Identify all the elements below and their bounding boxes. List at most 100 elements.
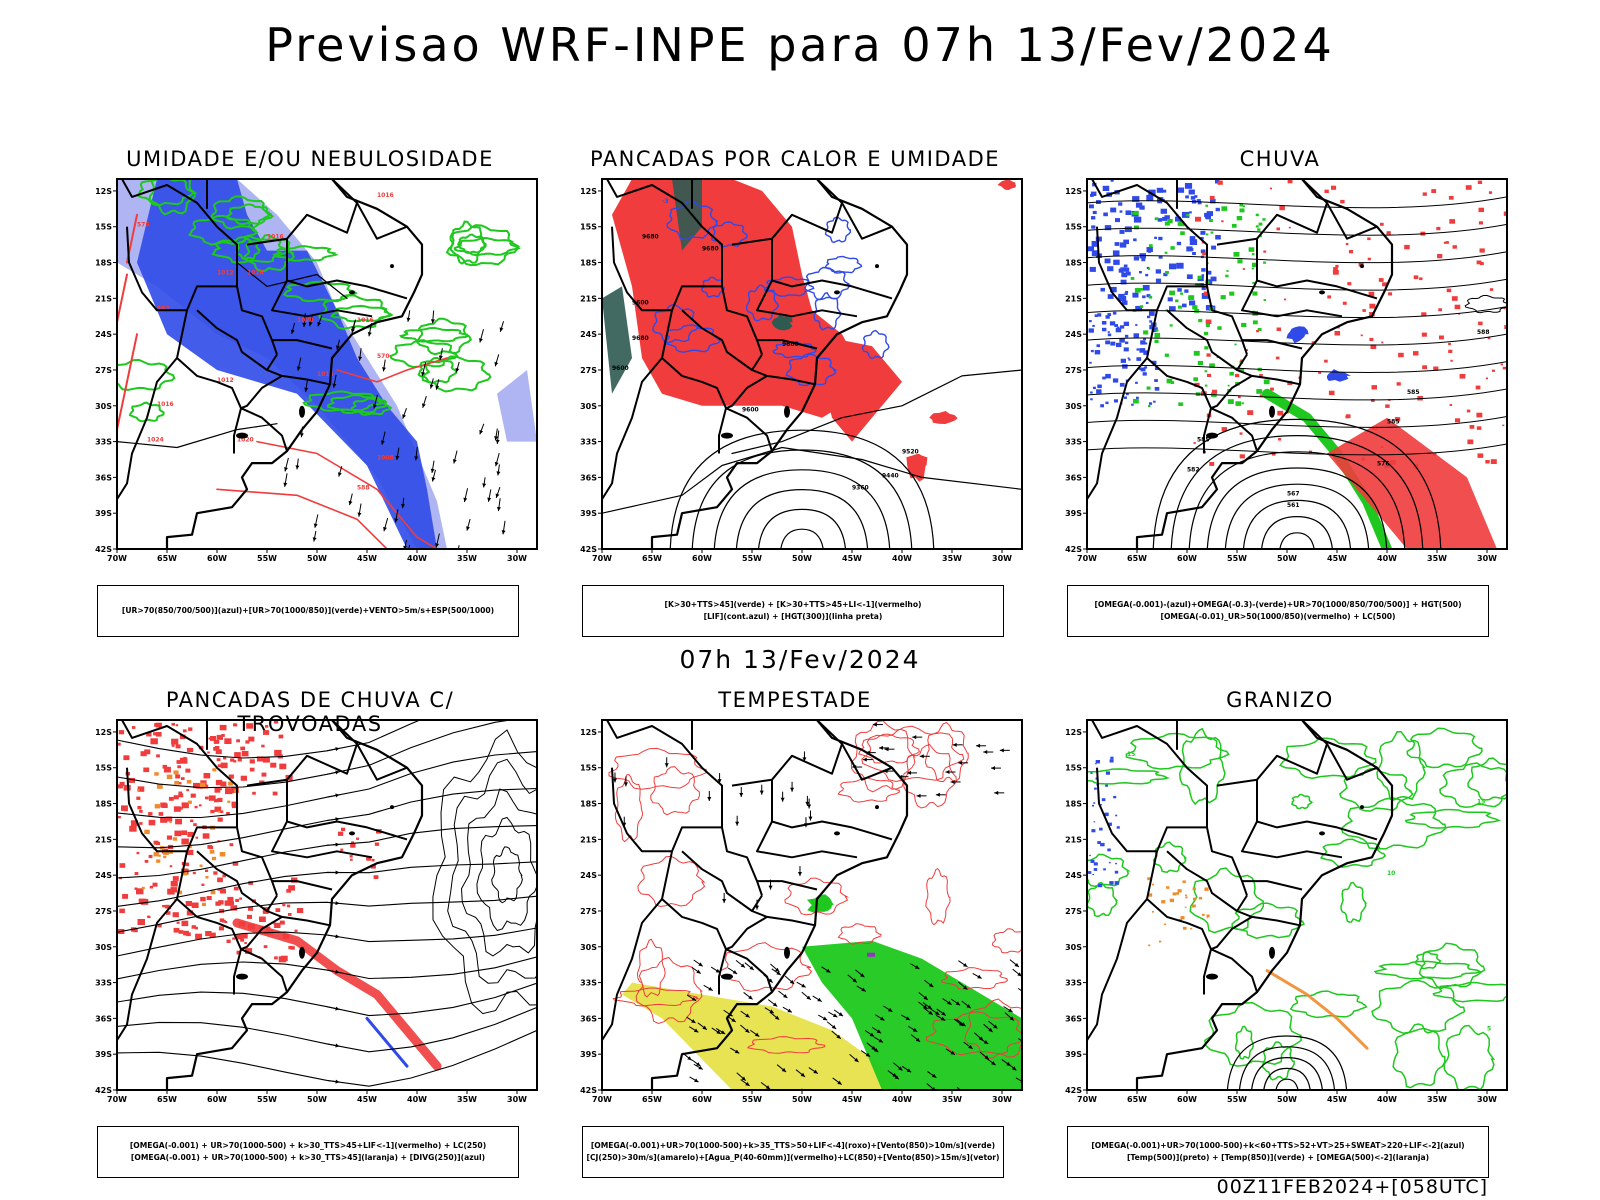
wind-vector [990,766,995,771]
storm-red-area [175,818,182,825]
omega-blue-area [1184,183,1193,189]
rain-red-area [1362,309,1366,312]
omega-green-area [1178,221,1185,227]
streamline [117,787,537,849]
temp850-contour [1443,1024,1496,1090]
wind-vector [304,387,309,392]
omega-blue-area [1097,384,1102,389]
omega-blue-area [1182,303,1187,308]
omega-green-area [1251,253,1255,256]
omega-blue-area [1145,273,1149,277]
wind-vector [1017,987,1022,992]
omega-green-area [1195,283,1201,288]
storm-red-area [210,736,217,741]
storm-red-area [287,913,292,916]
omega-blue-area [1105,340,1110,345]
storm-red-area [140,898,149,905]
storm-red-area [169,865,173,868]
hail-blue-area [1095,760,1100,764]
storm-red-area [146,732,152,737]
rain-red-area [1475,385,1481,390]
wind-vector [838,1012,844,1017]
lon-label: 55W [1227,554,1247,563]
wind-vector [452,459,457,464]
lat-label: 27S [580,366,597,375]
omega-green-area [1235,401,1242,406]
streamline-arrow [335,747,340,752]
map-layers [117,720,537,1090]
storm-red-area [119,908,125,914]
rain-red-area [1367,237,1371,241]
storm-red-area [176,921,180,924]
lon-label: 40W [407,1095,427,1104]
rain-red-area [1202,252,1206,256]
rain-red-area [1239,432,1243,435]
wind-vector [691,996,697,1001]
omega-blue-area [1119,338,1125,343]
omega-blue-area [1152,327,1158,332]
country-border [841,202,893,240]
storm-red-area [134,872,139,875]
lake [721,973,733,980]
omega-blue-area [1211,245,1217,250]
lat-label: 33S [580,438,597,447]
storm-red-area [155,722,162,728]
wind-vector [759,790,764,795]
contour-label: 9440 [882,472,899,479]
omega-blue-area [1154,387,1160,391]
contour-label: 1016 [357,317,374,324]
hail-blue-area [1105,771,1110,775]
rain-red-area [1271,452,1276,456]
temp850-contour [1432,981,1507,1003]
hgt500-contour [1206,467,1388,549]
country-border [611,226,722,312]
storm-red-area [217,797,223,802]
storm-red-area [238,921,246,927]
storm-red-area [247,906,253,911]
omega-green-area [1164,221,1170,226]
precip-water-contour [925,1011,1022,1056]
contour-label: 9680 [642,234,659,241]
precip-water-contour [837,777,900,803]
lifted-index-contour [666,200,720,241]
omega-green-area [1154,217,1159,221]
storm-orange-area [158,854,161,857]
lon-label: 35W [1427,1095,1447,1104]
omega-blue-area [1133,216,1142,223]
omega-blue-area [1186,274,1193,279]
wind-vector [880,1016,885,1021]
omega500-orange-area [1148,944,1151,947]
storm-red-area [117,742,121,746]
omega-green-area [1251,267,1254,270]
storm-red-area [219,724,227,731]
lon-label: 45W [842,1095,862,1104]
wind-vector [1018,1038,1022,1042]
lat-label: 12S [95,187,112,196]
lat-label: 42S [1065,1086,1082,1095]
rain-red-area [1396,382,1401,386]
lat-label: 42S [580,545,597,554]
omega-blue-area [1092,324,1095,327]
humidity-green-contour [389,339,459,369]
wind-vector [312,537,317,542]
omega-blue-area [1115,327,1122,333]
rain-red-area [1203,291,1209,296]
omega-blue-area [1169,306,1176,312]
omega-green-area [1139,305,1144,308]
omega-blue-area [1131,403,1134,406]
wind-vector [873,1048,879,1053]
precip-water-contour [837,923,882,945]
storm-red-area [265,725,269,728]
omega-blue-area [1190,196,1196,200]
storm-red-area [374,842,380,846]
storm-red-area [175,774,181,779]
omega-blue-area [1189,239,1198,245]
omega-blue-area [1176,241,1182,246]
lon-label: 70W [107,554,127,563]
omega-green-area [1204,384,1208,387]
storm-red-area [239,897,242,900]
storm-red-area [213,871,218,875]
lake [349,831,355,836]
omega-blue-area [1136,396,1139,399]
lake [390,805,394,810]
